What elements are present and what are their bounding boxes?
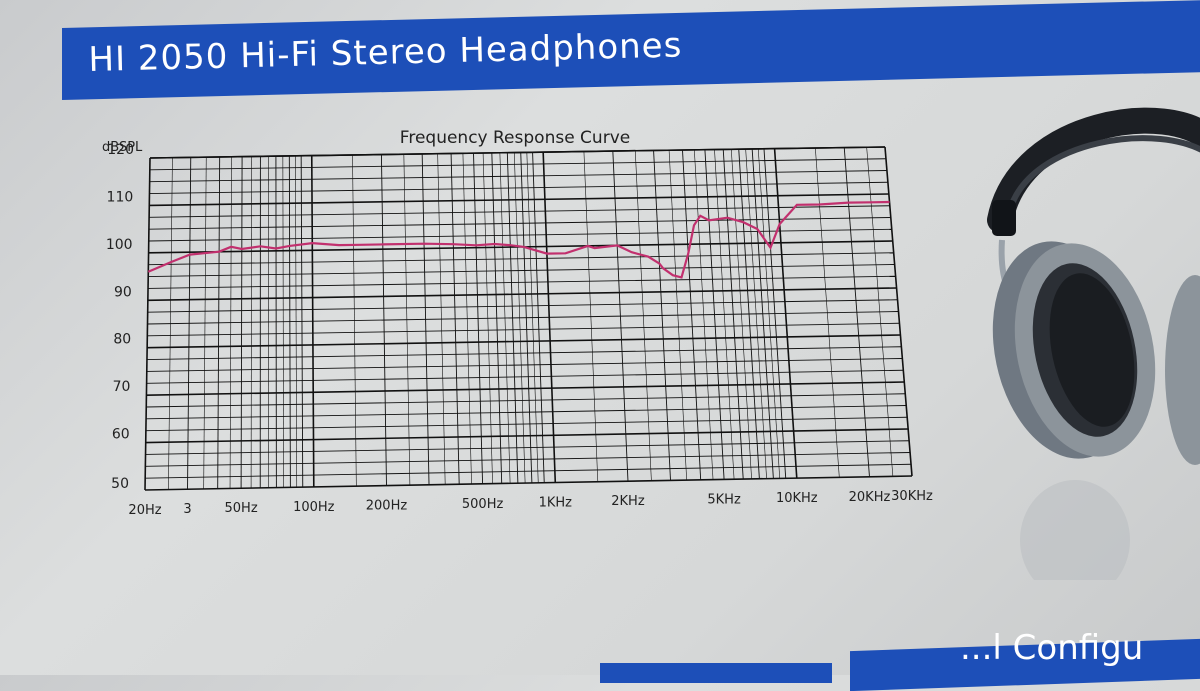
x-tick-label: 1KHz [539, 496, 573, 511]
x-tick-label: 10KHz [776, 491, 818, 506]
grid-vline-minor [283, 156, 284, 487]
grid-vline [289, 156, 290, 487]
headphones-icon [980, 100, 1200, 580]
y-tick-labels: 120 110 100 90 80 70 60 50 [106, 142, 134, 492]
x-tick-label: 3 [183, 502, 191, 517]
x-tick-label: 20KHz [849, 490, 891, 505]
grid-vline-minor [251, 156, 252, 488]
x-tick-label: 50Hz [225, 501, 258, 516]
bottom-banner-left [600, 663, 832, 683]
x-tick-labels: 20Hz 3 50Hz 100Hz 200Hz 500Hz 1KHz 2KHz 5KHz 10KH… [128, 489, 933, 518]
y-tick-label: 80 [113, 332, 131, 348]
grid-vline [312, 156, 314, 487]
x-tick-label: 2KHz [611, 494, 645, 509]
y-tick-label: 50 [111, 476, 129, 492]
y-tick-label: 110 [107, 189, 134, 205]
x-tick-label: 200Hz [366, 499, 408, 514]
y-tick-label: 100 [106, 237, 133, 253]
x-tick-label: 30KHz [891, 489, 933, 504]
x-tick-label: 100Hz [293, 500, 335, 515]
x-tick-label: 5KHz [707, 492, 741, 507]
y-tick-label: 70 [113, 379, 131, 395]
y-tick-label: 60 [112, 427, 130, 443]
chart-title: Frequency Response Curve [400, 128, 630, 148]
x-tick-label: 500Hz [462, 497, 504, 512]
y-tick-label: 120 [107, 142, 134, 158]
chart-grid [145, 147, 912, 490]
y-tick-label: 90 [114, 284, 132, 300]
grid-vline [241, 157, 242, 489]
x-tick-label: 20Hz [128, 503, 161, 518]
bottom-banner-title: ...l Configu [960, 628, 1143, 668]
